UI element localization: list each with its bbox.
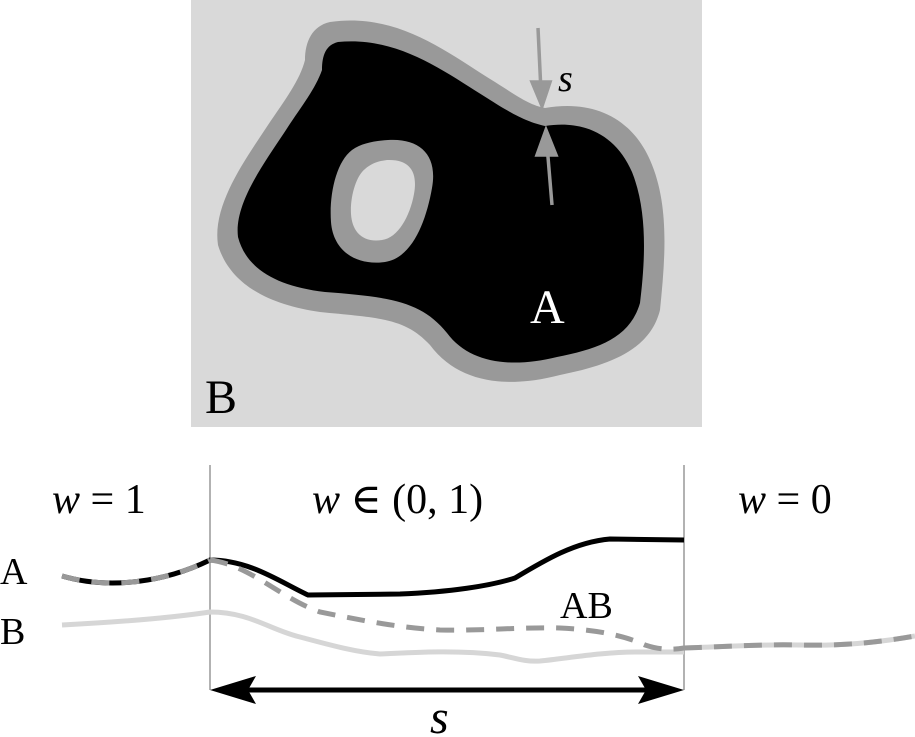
arrow-up-head — [534, 125, 559, 157]
width-double-arrow — [210, 676, 684, 704]
blend-profile-panel: w = 1 w ∈ (0, 1) w = 0 A B AB s — [0, 465, 915, 737]
region-a-label: A — [530, 281, 565, 334]
curve-a-label: A — [0, 551, 28, 593]
zone-label-transition: w ∈ (0, 1) — [312, 477, 483, 523]
curve-b-label: B — [0, 611, 25, 653]
arrow-down-head — [529, 80, 553, 111]
curve-ab-label: AB — [560, 585, 613, 627]
zone-label-inside: w = 1 — [52, 477, 146, 523]
region-b-label: B — [205, 371, 237, 424]
region-map-panel: s A B — [191, 0, 702, 427]
width-label: s — [430, 691, 449, 737]
region-a — [237, 41, 644, 363]
zone-label-outside: w = 0 — [738, 477, 832, 523]
band-width-arrows — [529, 27, 559, 206]
band-width-label: s — [558, 58, 573, 100]
curve-b — [61, 609, 684, 664]
hole-region-b — [350, 159, 415, 241]
curve-ab-outside — [683, 633, 915, 651]
curve-ab-inside — [61, 557, 212, 586]
width-arrow-left-head — [210, 676, 256, 704]
curve-ab-transition — [209, 557, 685, 652]
width-arrow-right-head — [638, 676, 684, 704]
